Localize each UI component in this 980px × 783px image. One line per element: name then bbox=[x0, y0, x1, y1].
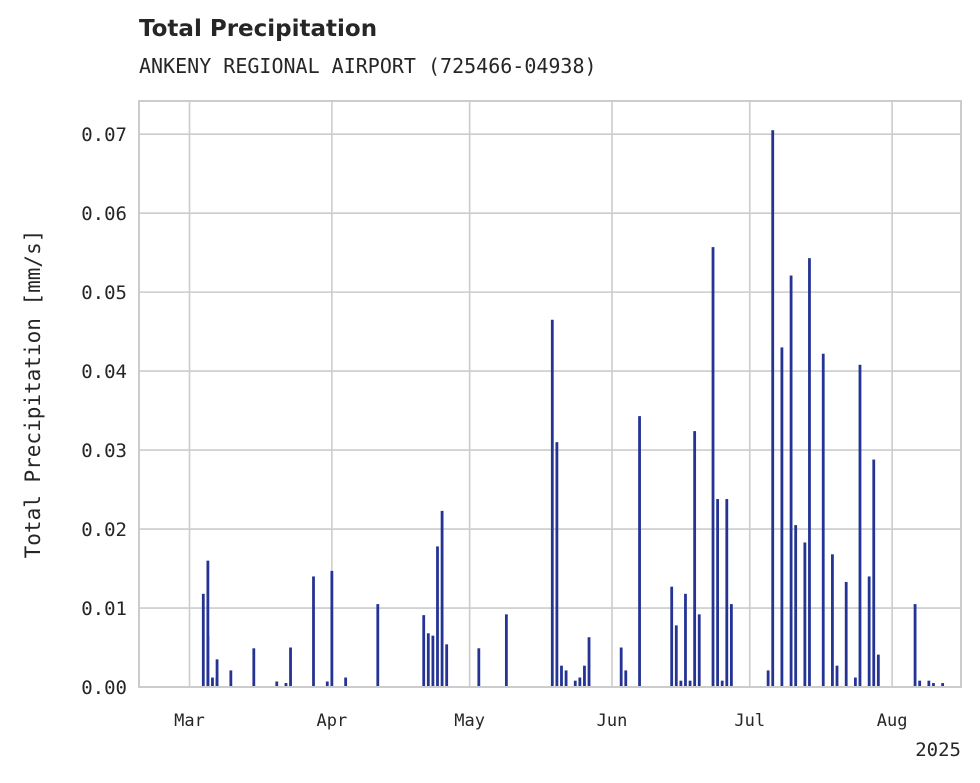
precipitation-bar bbox=[844, 581, 848, 687]
precipitation-bar bbox=[918, 680, 922, 687]
precipitation-bar bbox=[867, 576, 871, 687]
precipitation-bar bbox=[619, 647, 623, 687]
precipitation-bar bbox=[284, 683, 288, 687]
x-tick-label: Mar bbox=[174, 711, 205, 731]
precipitation-bar bbox=[674, 625, 678, 687]
x-tick-label: Aug bbox=[877, 711, 908, 731]
chart-title: Total Precipitation bbox=[139, 16, 378, 42]
precipitation-bar bbox=[560, 665, 563, 687]
precipitation-bar bbox=[445, 644, 449, 687]
precipitation-bar bbox=[858, 364, 862, 687]
y-axis-ticks: 0.00 0.01 0.02 0.03 0.04 0.05 0.06 0.07 bbox=[81, 124, 127, 699]
precipitation-bar bbox=[431, 635, 435, 687]
precipitation-bar bbox=[312, 576, 315, 687]
precipitation-bar bbox=[578, 677, 582, 687]
y-tick-label: 0.04 bbox=[81, 361, 127, 383]
precipitation-bar bbox=[573, 680, 577, 687]
precipitation-bar bbox=[766, 670, 770, 687]
precipitation-bar bbox=[729, 604, 733, 687]
precipitation-bar bbox=[555, 442, 559, 687]
precipitation-bar bbox=[941, 683, 945, 687]
precipitation-bar bbox=[693, 431, 697, 687]
precipitation-bar bbox=[716, 499, 720, 687]
precipitation-bar bbox=[670, 586, 674, 687]
precipitation-bar bbox=[206, 560, 210, 687]
precipitation-bar bbox=[684, 593, 687, 687]
precipitation-bar bbox=[835, 665, 839, 687]
precipitation-bar bbox=[215, 659, 219, 687]
chart-subtitle: ANKENY REGIONAL AIRPORT (725466-04938) bbox=[139, 54, 597, 78]
precipitation-bar bbox=[436, 546, 439, 687]
y-tick-label: 0.00 bbox=[81, 677, 127, 699]
precipitation-bar bbox=[376, 604, 380, 687]
plot-frame bbox=[138, 100, 962, 688]
precipitation-bar bbox=[913, 604, 917, 687]
precipitation-bar bbox=[624, 670, 628, 687]
precipitation-bar bbox=[808, 258, 811, 687]
precipitation-bar bbox=[720, 680, 724, 687]
precipitation-bar bbox=[711, 247, 715, 688]
precipitation-bar bbox=[803, 542, 807, 687]
precipitation-bar bbox=[564, 670, 568, 687]
precipitation-bar bbox=[789, 275, 793, 687]
precipitation-bar bbox=[725, 499, 729, 687]
precipitation-bar bbox=[215, 677, 219, 687]
precipitation-bar bbox=[550, 319, 554, 687]
y-tick-label: 0.05 bbox=[81, 282, 127, 304]
x-tick-label: Jun bbox=[597, 711, 628, 731]
precipitation-bar bbox=[289, 647, 292, 687]
x-tick-label: May bbox=[454, 711, 485, 731]
precipitation-bar bbox=[504, 614, 508, 687]
precipitation-bar bbox=[426, 633, 430, 687]
precipitation-bar bbox=[794, 525, 798, 687]
precipitation-bar bbox=[679, 680, 683, 687]
precipitation-bar bbox=[780, 347, 784, 687]
precipitation-bar bbox=[688, 680, 692, 687]
precipitation-bar bbox=[927, 680, 931, 687]
grid-lines bbox=[139, 101, 961, 688]
precipitation-bar bbox=[587, 637, 591, 687]
precipitation-bar bbox=[229, 670, 233, 687]
precipitation-bar bbox=[872, 459, 876, 687]
precipitation-bar bbox=[876, 654, 880, 687]
precipitation-bar bbox=[422, 615, 426, 687]
precipitation-bar bbox=[697, 614, 701, 687]
precipitation-bar bbox=[211, 677, 214, 687]
precipitation-bar bbox=[932, 683, 935, 687]
precipitation-bar bbox=[583, 665, 586, 687]
bar-series bbox=[201, 130, 945, 688]
x-axis-ticks: Mar Apr May Jun Jul Aug bbox=[174, 711, 907, 731]
precipitation-bar bbox=[344, 677, 348, 687]
x-tick-label: Apr bbox=[317, 711, 348, 731]
x-tick-label: Jul bbox=[734, 711, 765, 731]
precipitation-bar bbox=[275, 681, 279, 687]
precipitation-bar bbox=[821, 353, 825, 687]
precipitation-bar bbox=[201, 593, 205, 687]
precipitation-bar bbox=[325, 681, 329, 687]
precipitation-bar bbox=[252, 648, 256, 687]
precipitation-bar bbox=[206, 635, 210, 687]
precipitation-bar bbox=[477, 648, 481, 687]
y-tick-label: 0.02 bbox=[81, 519, 127, 541]
y-axis-label: Total Precipitation [mm/s] bbox=[21, 230, 45, 559]
precipitation-bar bbox=[853, 677, 857, 687]
year-label: 2025 bbox=[915, 739, 961, 761]
precipitation-bar bbox=[330, 570, 334, 687]
y-tick-label: 0.06 bbox=[81, 203, 127, 225]
precipitation-bar bbox=[831, 554, 834, 687]
y-tick-label: 0.01 bbox=[81, 598, 127, 620]
precipitation-bar bbox=[440, 510, 444, 687]
y-tick-label: 0.03 bbox=[81, 440, 127, 462]
y-tick-label: 0.07 bbox=[81, 124, 127, 146]
precipitation-bar bbox=[771, 130, 775, 688]
precipitation-bar bbox=[638, 416, 641, 687]
